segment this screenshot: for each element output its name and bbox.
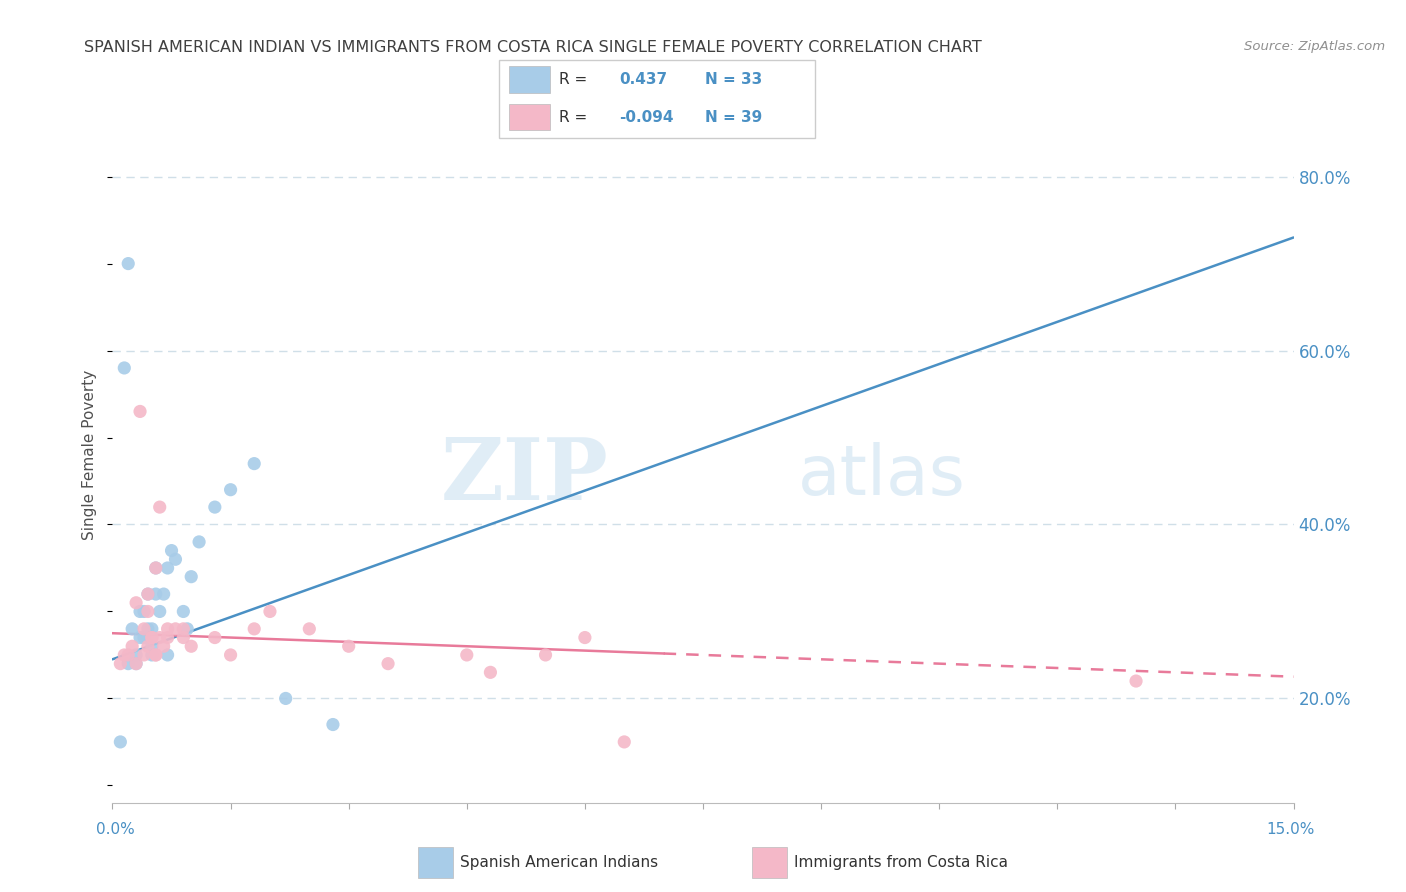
Point (479, 665, 502, 680)
Point (180, 570, 202, 584)
Text: atlas: atlas (797, 442, 966, 509)
Point (121, 639, 143, 653)
Point (243, 457, 266, 471)
Point (322, 717, 344, 731)
Point (259, 605, 281, 619)
Point (141, 622, 163, 636)
FancyBboxPatch shape (509, 66, 550, 93)
Point (117, 657, 139, 671)
Point (145, 648, 167, 662)
Point (274, 691, 297, 706)
Point (132, 631, 155, 645)
Point (117, 648, 139, 662)
Point (180, 639, 202, 653)
Point (136, 587, 159, 601)
Point (145, 561, 167, 575)
Point (145, 561, 167, 575)
Point (121, 622, 143, 636)
Text: Immigrants from Costa Rica: Immigrants from Costa Rica (794, 855, 1008, 870)
Point (141, 648, 163, 662)
Point (149, 500, 172, 514)
Point (176, 622, 198, 636)
Point (204, 631, 226, 645)
Point (1125, 674, 1147, 689)
Point (136, 587, 159, 601)
Point (574, 631, 596, 645)
Point (132, 622, 155, 636)
Point (172, 622, 194, 636)
Point (125, 657, 148, 671)
Text: -0.094: -0.094 (619, 110, 673, 125)
Point (110, 657, 132, 671)
FancyBboxPatch shape (509, 103, 550, 130)
Point (298, 622, 321, 636)
Text: Source: ZipAtlas.com: Source: ZipAtlas.com (1244, 40, 1385, 54)
Point (160, 543, 183, 558)
Point (136, 605, 159, 619)
Point (172, 631, 194, 645)
Point (117, 256, 139, 270)
Point (125, 596, 148, 610)
Text: N = 39: N = 39 (704, 110, 762, 125)
Point (377, 657, 399, 671)
Text: R =: R = (560, 110, 592, 125)
Point (337, 639, 360, 653)
Point (145, 587, 167, 601)
Point (129, 404, 152, 418)
Point (204, 500, 226, 514)
Point (152, 639, 174, 653)
FancyBboxPatch shape (499, 60, 815, 138)
Text: 0.437: 0.437 (619, 72, 668, 87)
Point (172, 605, 194, 619)
Point (188, 534, 211, 549)
Point (125, 657, 148, 671)
Text: 15.0%: 15.0% (1267, 822, 1315, 837)
Text: Spanish American Indians: Spanish American Indians (461, 855, 658, 870)
Point (149, 631, 172, 645)
Point (141, 631, 163, 645)
Point (110, 735, 132, 749)
Text: R =: R = (560, 72, 592, 87)
Point (136, 622, 159, 636)
Point (141, 631, 163, 645)
Point (145, 648, 167, 662)
Text: SPANISH AMERICAN INDIAN VS IMMIGRANTS FROM COSTA RICA SINGLE FEMALE POVERTY CORR: SPANISH AMERICAN INDIAN VS IMMIGRANTS FR… (84, 40, 983, 55)
Point (125, 648, 148, 662)
Point (152, 587, 174, 601)
Text: 0.0%: 0.0% (96, 822, 135, 837)
Point (156, 648, 179, 662)
Text: ZIP: ZIP (440, 434, 609, 517)
Point (132, 605, 155, 619)
Point (243, 622, 266, 636)
Point (156, 631, 179, 645)
Point (129, 605, 152, 619)
Point (129, 631, 152, 645)
Point (156, 622, 179, 636)
Point (219, 483, 242, 497)
Point (136, 639, 159, 653)
FancyBboxPatch shape (419, 847, 453, 879)
Point (534, 648, 557, 662)
Point (156, 561, 179, 575)
Point (456, 648, 478, 662)
Point (219, 648, 242, 662)
Text: N = 33: N = 33 (704, 72, 762, 87)
Point (132, 648, 155, 662)
Point (141, 639, 163, 653)
Y-axis label: Single Female Poverty: Single Female Poverty (82, 370, 97, 540)
Point (112, 648, 135, 662)
Point (613, 735, 636, 749)
Point (149, 605, 172, 619)
Point (112, 360, 135, 375)
Point (165, 622, 187, 636)
Point (165, 552, 187, 566)
FancyBboxPatch shape (752, 847, 787, 879)
